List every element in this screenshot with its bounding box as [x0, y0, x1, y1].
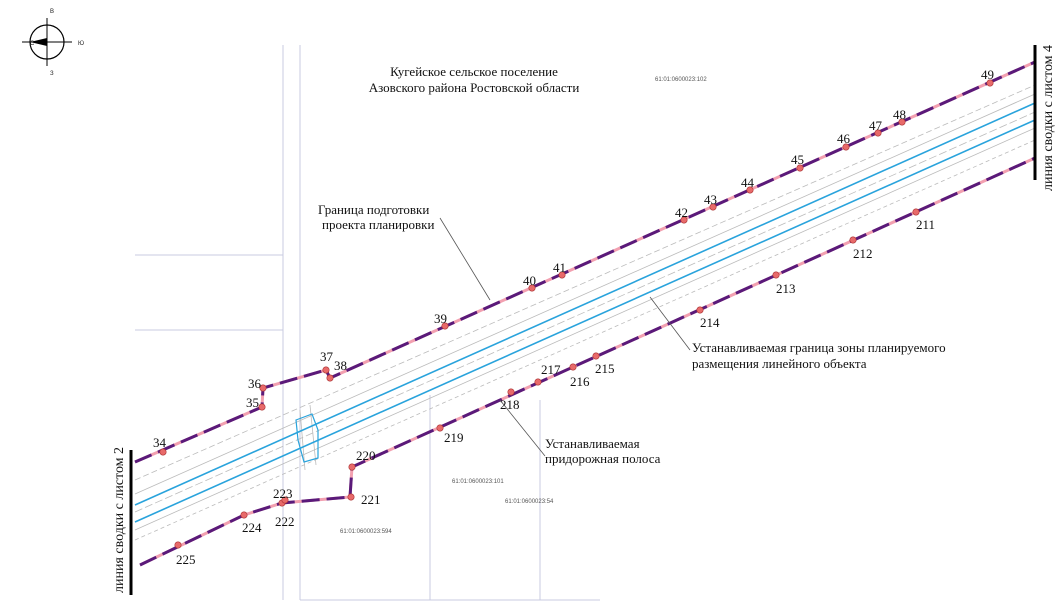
point-label: 213	[776, 281, 796, 296]
point-marker	[709, 203, 717, 211]
point-label: 38	[334, 358, 347, 373]
point-label: 215	[595, 361, 615, 376]
point-label: 218	[500, 397, 520, 412]
annotation: проекта планировки	[322, 217, 434, 232]
point-label: 211	[916, 217, 935, 232]
point-label: 44	[741, 175, 755, 190]
point-marker	[174, 541, 182, 549]
compass-label: З	[50, 71, 54, 77]
point-marker	[347, 493, 355, 501]
point-marker	[842, 143, 850, 151]
point-label: 221	[361, 492, 381, 507]
road-lines	[134, 84, 1036, 541]
point-label: 222	[275, 514, 295, 529]
compass-label: Ю	[78, 41, 84, 47]
point-label: 49	[981, 67, 994, 82]
point-marker	[986, 79, 994, 87]
parcel-number: 61:01:0600023:101	[452, 479, 504, 485]
point-label: 216	[570, 374, 590, 389]
compass-label: В	[50, 9, 54, 15]
sheet-link-label: линия сводки с листом 2	[112, 447, 127, 593]
point-marker	[159, 448, 167, 456]
point-marker	[898, 118, 906, 126]
leader-lines	[439, 217, 691, 457]
point-marker	[849, 236, 857, 244]
point-marker	[592, 352, 600, 360]
point-marker	[441, 322, 449, 330]
point-marker	[240, 511, 248, 519]
point-label: 37	[320, 349, 334, 364]
point-label: 40	[523, 273, 536, 288]
annotation: придорожная полоса	[545, 451, 661, 466]
point-marker	[322, 366, 330, 374]
point-label: 220	[356, 448, 376, 463]
point-label: 43	[704, 192, 717, 207]
area-title: Кугейское сельское поселение	[390, 64, 558, 79]
point-marker	[281, 496, 289, 504]
point-marker	[746, 186, 754, 194]
point-label: 47	[869, 118, 883, 133]
point-label: 217	[541, 362, 561, 377]
point-label: 219	[444, 430, 464, 445]
point-label: 214	[700, 315, 720, 330]
point-marker	[874, 129, 882, 137]
point-marker	[534, 378, 542, 386]
point-label: 223	[273, 486, 293, 501]
point-label: 42	[675, 205, 688, 220]
point-marker	[772, 271, 780, 279]
point-marker	[258, 403, 266, 411]
area-title: Азовского района Ростовской области	[369, 80, 580, 95]
point-label: 41	[553, 260, 566, 275]
point-marker	[680, 216, 688, 224]
point-label: 35	[246, 395, 259, 410]
point-label: 225	[176, 552, 196, 567]
point-marker	[259, 384, 267, 392]
parcel-lines	[135, 45, 600, 601]
point-marker	[696, 306, 704, 314]
point-label: 39	[434, 311, 447, 326]
point-marker	[558, 271, 566, 279]
annotation: Устанавливаемая	[545, 436, 640, 451]
annotation: Граница подготовки	[318, 202, 429, 217]
compass-label: С	[30, 41, 35, 47]
parcel-number: 61:01:0600023:54	[505, 499, 554, 505]
point-label: 212	[853, 246, 873, 261]
point-label: 45	[791, 152, 804, 167]
point-label: 34	[153, 435, 167, 450]
parcel-number: 61:01:0600023:102	[655, 77, 707, 83]
point-marker	[528, 284, 536, 292]
point-marker	[912, 208, 920, 216]
point-marker	[507, 388, 515, 396]
blue-lines	[134, 102, 1036, 523]
point-label: 36	[248, 376, 262, 391]
point-marker	[569, 363, 577, 371]
point-marker	[796, 164, 804, 172]
point-label: 48	[893, 107, 906, 122]
point-label: 224	[242, 520, 262, 535]
compass	[22, 18, 72, 66]
parcel-number: 61:01:0600023:594	[340, 529, 392, 535]
annotation: размещения линейного объекта	[692, 356, 867, 371]
point-label: 46	[837, 131, 851, 146]
sheet-link-label: линия сводки с листом 4	[1041, 45, 1056, 191]
point-marker	[348, 463, 356, 471]
point-marker	[326, 374, 334, 382]
point-marker	[436, 424, 444, 432]
annotation: Устанавливаемая граница зоны планируемог…	[692, 340, 946, 355]
